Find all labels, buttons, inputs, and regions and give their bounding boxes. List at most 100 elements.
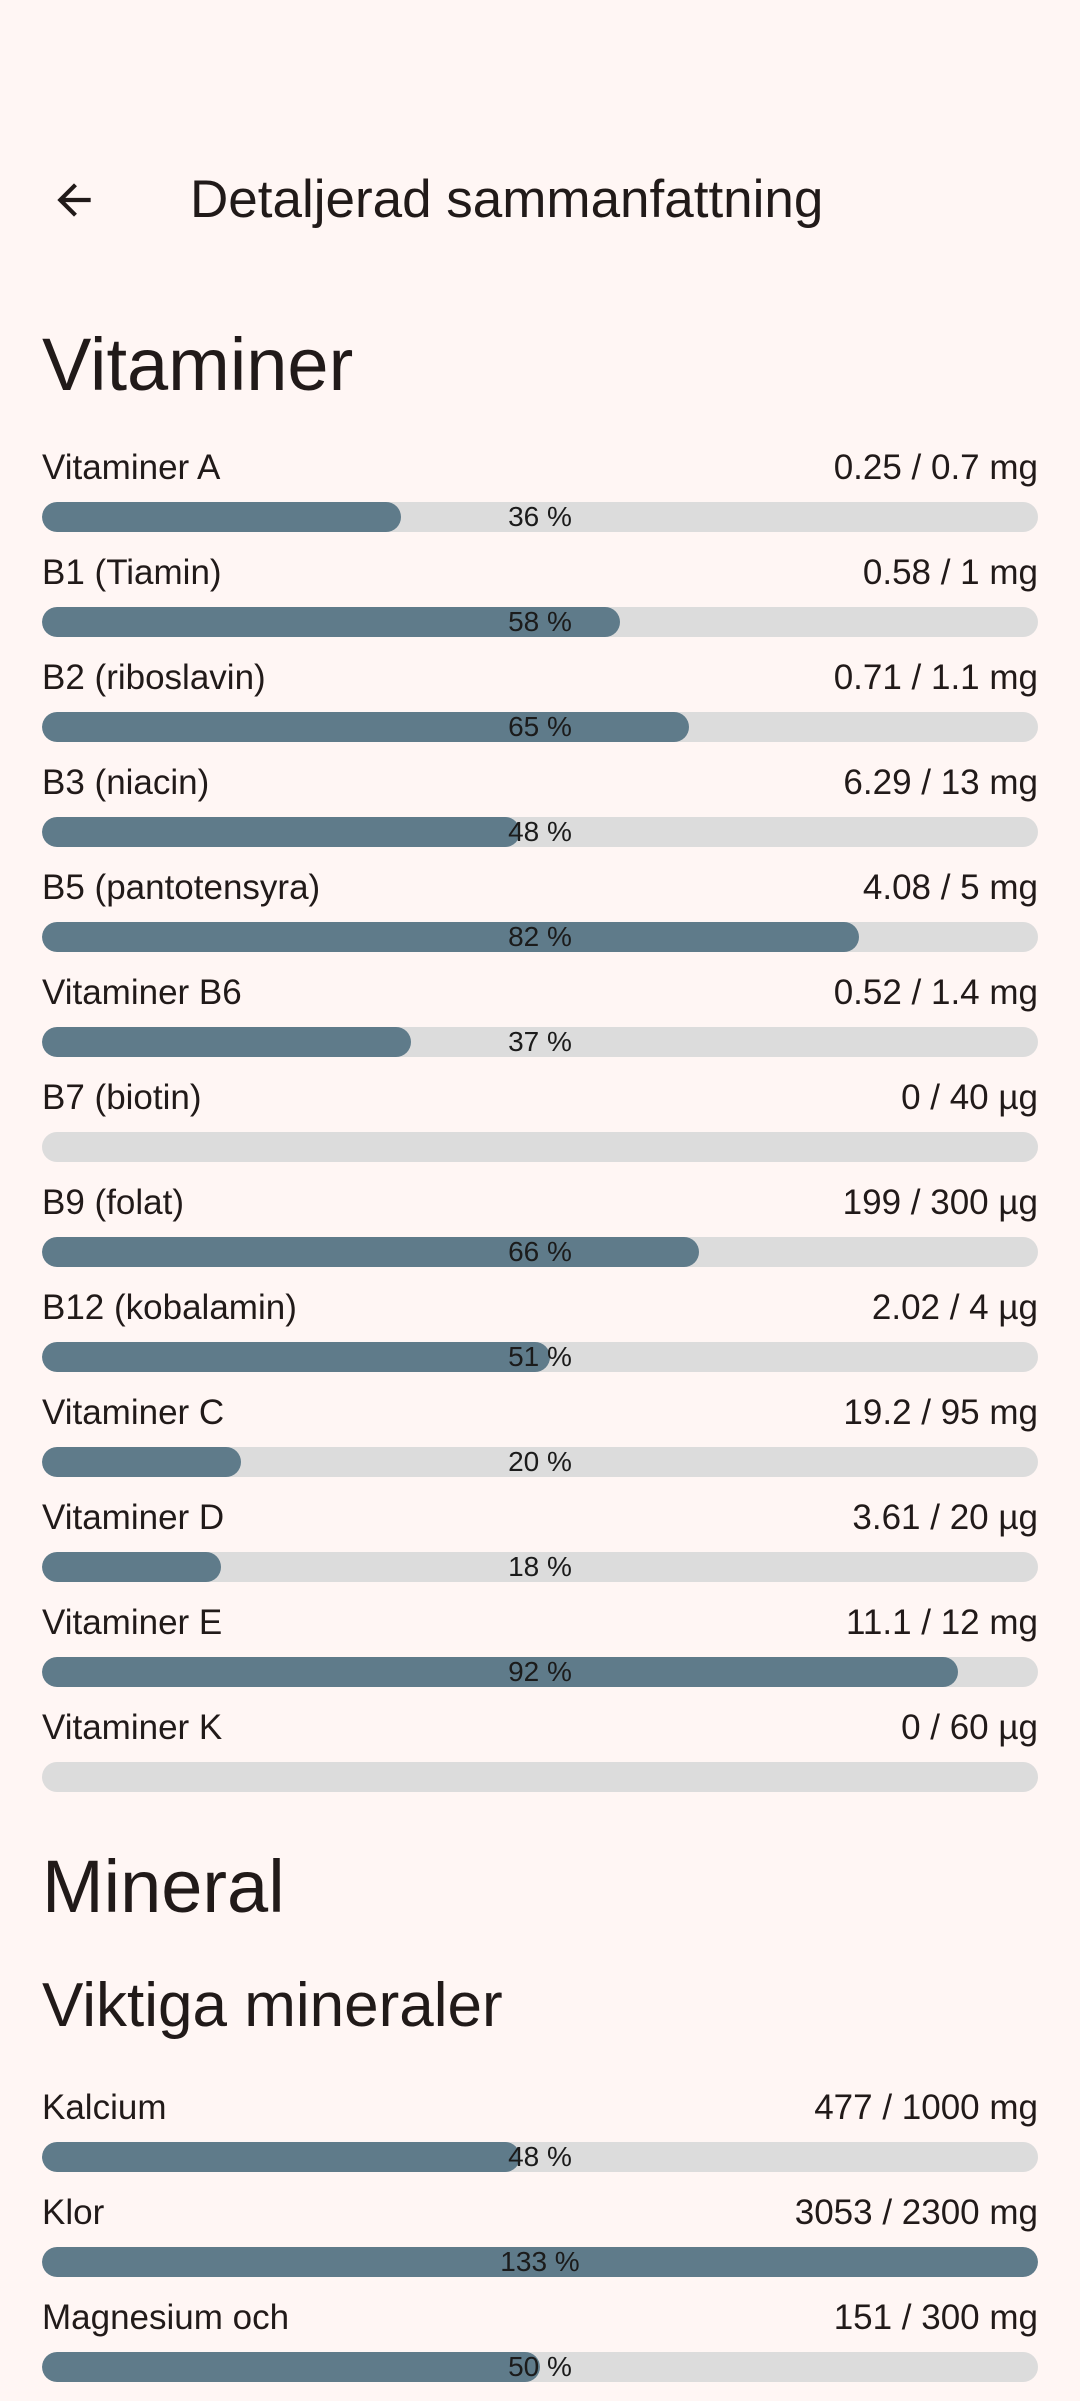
nutrient-amount: 6.29 / 13 mg xyxy=(843,763,1038,802)
nutrient-label: Vitaminer D xyxy=(42,1498,225,1537)
progress-percent: 37 % xyxy=(508,1026,572,1057)
nutrient-label: Magnesium och xyxy=(42,2298,290,2337)
progress-track xyxy=(42,1447,1038,1477)
progress-fill xyxy=(42,1027,411,1057)
progress-track xyxy=(42,2352,1038,2382)
progress-track xyxy=(42,922,1038,952)
nutrient-amount: 4.08 / 5 mg xyxy=(862,868,1038,907)
progress-fill xyxy=(42,2352,540,2382)
progress-percent xyxy=(42,1762,1038,1792)
nutrient-amount: 3053 / 2300 mg xyxy=(794,2193,1038,2232)
nutrient-amount: 0.25 / 0.7 mg xyxy=(833,448,1038,487)
progress-fill xyxy=(42,712,690,742)
progress-track xyxy=(42,502,1038,532)
nutrient-row-b3: B3 (niacin) 6.29 / 13 mg 48 % xyxy=(42,761,1038,866)
progress-percent: 133 % xyxy=(500,2246,580,2277)
back-button[interactable] xyxy=(36,166,112,234)
nutrient-row-vitamin-e: Vitaminer E 11.1 / 12 mg 92 % xyxy=(42,1601,1038,1706)
progress-fill xyxy=(42,502,401,532)
nutrient-label: Vitaminer K xyxy=(42,1708,223,1747)
nutrient-amount: 199 / 300 µg xyxy=(842,1183,1038,1222)
nutrient-row-b12: B12 (kobalamin) 2.02 / 4 µg 51 % xyxy=(42,1286,1038,1391)
progress-track xyxy=(42,817,1038,847)
progress-percent: 51 % xyxy=(508,1341,572,1372)
progress-track xyxy=(42,712,1038,742)
nutrient-label: B1 (Tiamin) xyxy=(42,553,222,592)
progress-percent: 82 % xyxy=(508,921,572,952)
nutrient-amount: 151 / 300 mg xyxy=(833,2298,1038,2337)
nutrient-row-kalcium: Kalcium 477 / 1000 mg 48 % xyxy=(42,2086,1038,2191)
top-app-bar: Detaljerad sammanfattning xyxy=(0,148,1080,252)
nutrient-row-vitamin-d: Vitaminer D 3.61 / 20 µg 18 % xyxy=(42,1496,1038,1601)
nutrient-row-vitamin-k: Vitaminer K 0 / 60 µg xyxy=(42,1706,1038,1811)
nutrient-amount: 19.2 / 95 mg xyxy=(843,1393,1038,1432)
progress-percent: 18 % xyxy=(508,1551,572,1582)
nutrient-amount: 0 / 60 µg xyxy=(901,1708,1038,1747)
nutrient-row-b6: Vitaminer B6 0.52 / 1.4 mg 37 % xyxy=(42,971,1038,1076)
progress-fill xyxy=(42,1342,550,1372)
progress-track xyxy=(42,1657,1038,1687)
page-title: Detaljerad sammanfattning xyxy=(190,170,824,229)
minerals-section-title: Mineral xyxy=(42,1845,285,1928)
nutrient-label: Vitaminer C xyxy=(42,1393,225,1432)
progress-fill xyxy=(42,2247,1038,2277)
nutrient-label: Kalcium xyxy=(42,2088,167,2127)
nutrient-label: Vitaminer B6 xyxy=(42,973,242,1012)
progress-percent: 36 % xyxy=(508,501,572,532)
nutrient-label: B5 (pantotensyra) xyxy=(42,868,321,907)
progress-percent: 48 % xyxy=(508,2141,572,2172)
nutrient-label: Vitaminer A xyxy=(42,448,221,487)
progress-percent xyxy=(42,1132,1038,1162)
vitamins-section-title: Vitaminer xyxy=(42,323,354,406)
nutrient-label: B12 (kobalamin) xyxy=(42,1288,297,1327)
progress-fill xyxy=(42,1447,242,1477)
progress-track xyxy=(42,1027,1038,1057)
progress-track xyxy=(42,1237,1038,1267)
nutrient-label: B9 (folat) xyxy=(42,1183,184,1222)
progress-track xyxy=(42,1132,1038,1162)
nutrient-row-b1: B1 (Tiamin) 0.58 / 1 mg 58 % xyxy=(42,551,1038,656)
minerals-subsection-title: Viktiga mineraler xyxy=(42,1971,503,2040)
progress-percent: 20 % xyxy=(508,1446,572,1477)
nutrient-row-vitamin-a: Vitaminer A 0.25 / 0.7 mg 36 % xyxy=(42,446,1038,551)
progress-fill xyxy=(42,1237,700,1267)
nutrient-label: Klor xyxy=(42,2193,105,2232)
nutrient-row-b5: B5 (pantotensyra) 4.08 / 5 mg 82 % xyxy=(42,866,1038,971)
nutrient-label: Vitaminer E xyxy=(42,1603,223,1642)
progress-fill xyxy=(42,817,521,847)
nutrient-row-b2: B2 (riboslavin) 0.71 / 1.1 mg 65 % xyxy=(42,656,1038,761)
nutrient-row-klor: Klor 3053 / 2300 mg 133 % xyxy=(42,2191,1038,2296)
nutrient-row-b7: B7 (biotin) 0 / 40 µg xyxy=(42,1076,1038,1181)
progress-fill xyxy=(42,2142,521,2172)
progress-percent: 92 % xyxy=(508,1656,572,1687)
progress-track xyxy=(42,1342,1038,1372)
progress-fill xyxy=(42,922,859,952)
progress-percent: 66 % xyxy=(508,1236,572,1267)
nutrient-amount: 477 / 1000 mg xyxy=(814,2088,1038,2127)
progress-track xyxy=(42,1762,1038,1792)
nutrient-label: B7 (biotin) xyxy=(42,1078,202,1117)
nutrient-amount: 11.1 / 12 mg xyxy=(846,1603,1038,1642)
progress-percent: 50 % xyxy=(508,2351,572,2382)
nutrient-amount: 0.71 / 1.1 mg xyxy=(833,658,1038,697)
nutrient-row-vitamin-c: Vitaminer C 19.2 / 95 mg 20 % xyxy=(42,1391,1038,1496)
progress-track xyxy=(42,2247,1038,2277)
progress-track xyxy=(42,1552,1038,1582)
nutrient-label: B3 (niacin) xyxy=(42,763,210,802)
nutrient-amount: 2.02 / 4 µg xyxy=(871,1288,1038,1327)
nutrient-amount: 0.58 / 1 mg xyxy=(862,553,1038,592)
progress-fill xyxy=(42,1657,959,1687)
nutrient-label: B2 (riboslavin) xyxy=(42,658,266,697)
nutrient-amount: 3.61 / 20 µg xyxy=(852,1498,1038,1537)
progress-percent: 65 % xyxy=(508,711,572,742)
progress-percent: 58 % xyxy=(508,606,572,637)
progress-track xyxy=(42,2142,1038,2172)
nutrient-row-b9: B9 (folat) 199 / 300 µg 66 % xyxy=(42,1181,1038,1286)
arrow-back-icon xyxy=(57,183,91,217)
progress-percent: 48 % xyxy=(508,816,572,847)
nutrient-amount: 0.52 / 1.4 mg xyxy=(833,973,1038,1012)
nutrient-amount: 0 / 40 µg xyxy=(901,1078,1038,1117)
progress-track xyxy=(42,607,1038,637)
nutrient-row-magnesium: Magnesium och 151 / 300 mg 50 % xyxy=(42,2296,1038,2401)
progress-fill xyxy=(42,607,620,637)
